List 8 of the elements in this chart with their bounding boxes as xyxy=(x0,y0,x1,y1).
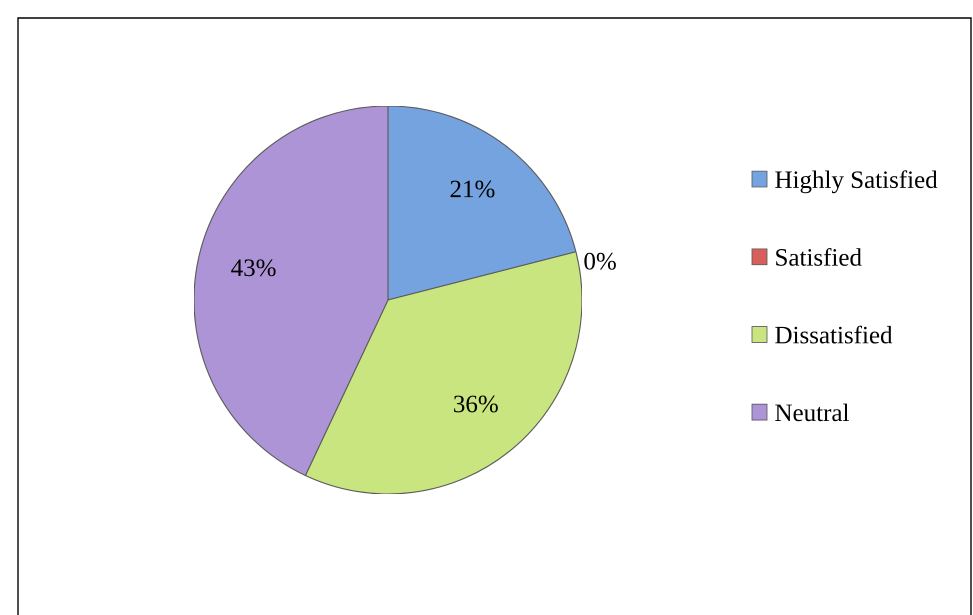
text: 0% xyxy=(584,252,616,270)
data-label: 43% xyxy=(231,259,276,276)
legend-label: Satisfied xyxy=(776,248,862,266)
legend-label: Neutral xyxy=(775,404,849,422)
legend-label: Dissatisfied xyxy=(775,326,892,344)
data-label: 21% xyxy=(450,180,494,198)
data-label: 36% xyxy=(454,396,498,412)
legend-label: Highly Satisfied xyxy=(775,170,938,194)
